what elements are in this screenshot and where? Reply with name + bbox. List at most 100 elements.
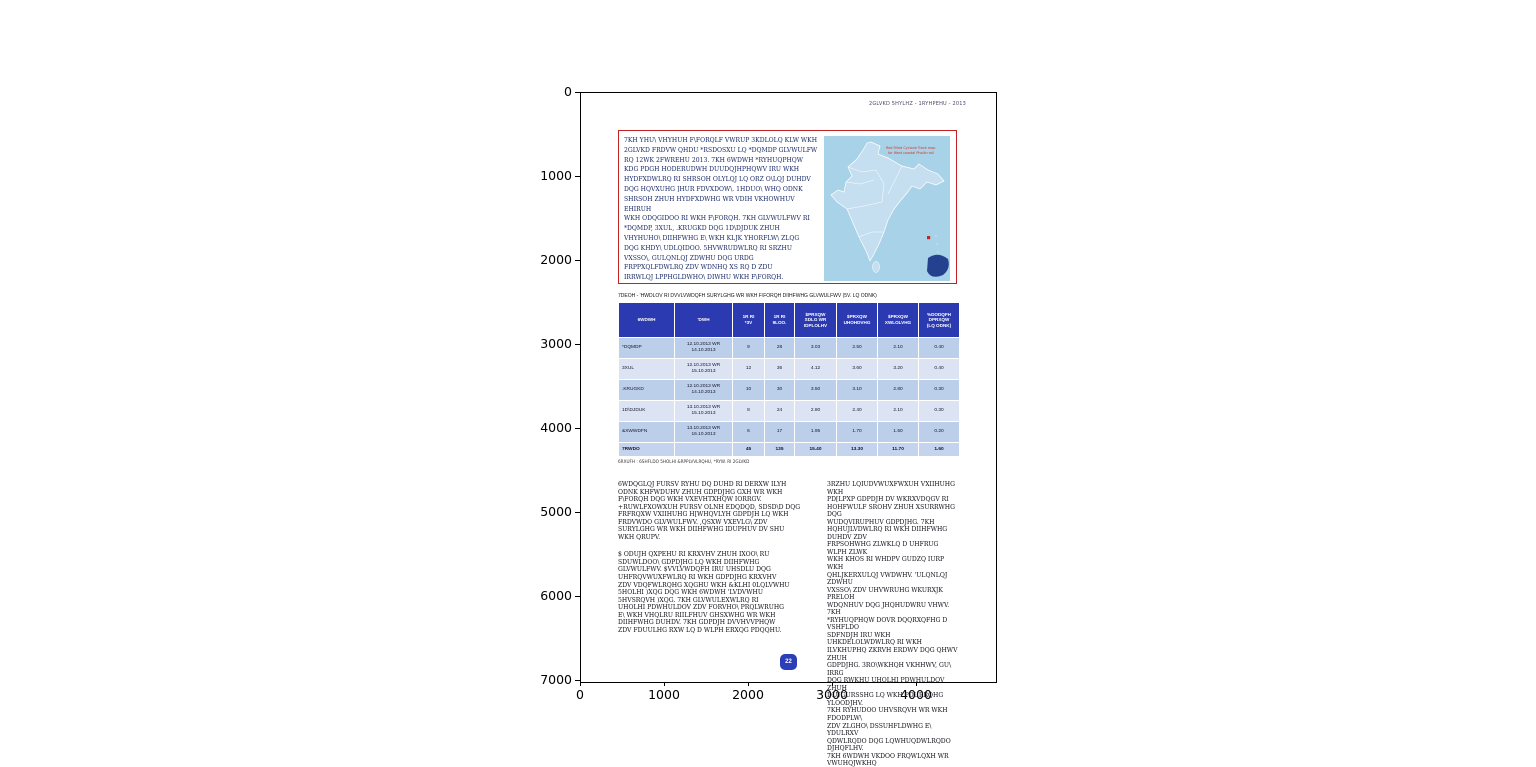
cell: 24 [764, 400, 795, 422]
table-row: 1D\DJDUK 13.10.2013 WR 15.10.2013 8 24 2… [618, 400, 960, 422]
table-row: 3XUL 12.10.2013 WR 15.10.2013 12 36 4.12… [618, 358, 960, 380]
cell: 1.60 [918, 442, 960, 457]
page-number: 22 [785, 659, 792, 665]
cell: 3.03 [794, 337, 837, 359]
cell: 2.40 [836, 400, 878, 422]
cell: 9 [732, 337, 765, 359]
x-tick-label: 2000 [732, 687, 764, 702]
cell: 1.50 [877, 421, 919, 443]
y-tick-mark [575, 344, 580, 345]
cell: 0.30 [918, 400, 960, 422]
table-row: &XWWDFN 13.10.2013 WR 16.10.2013 6 17 1.… [618, 421, 960, 443]
cell: 3.10 [836, 379, 878, 401]
cell: 12.10.2013 WR 14.10.2013 [674, 379, 733, 401]
x-tick-mark [832, 681, 833, 686]
table-row: .KRUGKD 12.10.2013 WR 14.10.2013 10 30 3… [618, 379, 960, 401]
y-tick-label: 5000 [540, 504, 572, 519]
table-row: *DQMDP 12.10.2013 WR 14.10.2013 9 28 3.0… [618, 337, 960, 359]
y-tick-label: 1000 [540, 168, 572, 183]
andaman-island [936, 243, 938, 245]
x-tick-mark [664, 681, 665, 686]
x-tick-mark [916, 681, 917, 686]
intro-box: 7KH YHU\ VHYHUH F\FORQLF VWRUP 3KDLOLQ K… [618, 130, 957, 284]
paragraph-spacer [618, 541, 819, 551]
x-tick-label: 4000 [900, 687, 932, 702]
body-right-column: 3RZHU LQIUDVWUXFWXUH VXIIHUHG WKH PD[LPX… [827, 481, 959, 767]
cell: &XWWDFN [618, 421, 675, 443]
table-header-row: 6WDWH 'DWH 1R RI *3V 1R RI 9LOO. $PRXQW … [618, 302, 960, 338]
cell: 6 [732, 421, 765, 443]
body-text-columns: 6WDQGLQJ FURSV RYHU DQ DUHD RI DERXW ILY… [618, 481, 959, 767]
map-annotation-line2: for West coastal Phailin roll [888, 151, 934, 155]
cell: 1D\DJDUK [618, 400, 675, 422]
cell: 17 [764, 421, 795, 443]
x-tick-label: 3000 [816, 687, 848, 702]
cell: 13.10.2013 WR 15.10.2013 [674, 400, 733, 422]
cell: 11.70 [877, 442, 919, 457]
cell: .KRUGKD [618, 379, 675, 401]
sri-lanka [872, 261, 880, 273]
cell: 3.60 [836, 358, 878, 380]
cell: 3XUL [618, 358, 675, 380]
cell: *DQMDP [618, 337, 675, 359]
x-tick-label: 0 [576, 687, 584, 702]
body-left-column: 6WDQGLQJ FURSV RYHU DQ DUHD RI DERXW ILY… [618, 481, 819, 767]
x-tick-label: 1000 [648, 687, 680, 702]
y-tick-mark [575, 428, 580, 429]
col-header: %DODQFH DPRXQW (LQ ODNK) [918, 302, 960, 338]
map-annotation-line1: Red Filled Cyclone Track map [886, 146, 935, 150]
y-tick-mark [575, 596, 580, 597]
cell: 45 [732, 442, 765, 457]
y-tick-label: 2000 [540, 252, 572, 267]
body-paragraph: 3RZHU LQIUDVWUXFWXUH VXIIHUHG WKH PD[LPX… [827, 481, 958, 767]
table-total-row: 7RWDO 45 135 15.40 13.30 11.70 1.60 [618, 442, 960, 457]
y-tick-label: 3000 [540, 336, 572, 351]
cell [674, 442, 733, 457]
cell: 0.20 [918, 421, 960, 443]
state-borders [845, 165, 903, 238]
cyclone-landfall-marker [927, 236, 931, 240]
body-paragraph: 6WDQGLQJ FURSV RYHU DQ DUHD RI DERXW ILY… [618, 481, 801, 541]
y-tick-mark [575, 176, 580, 177]
cell: 10 [732, 379, 765, 401]
cell: 13.30 [836, 442, 878, 457]
cell: 15.40 [794, 442, 837, 457]
plot-axes: 2GLVKD 5HYLHZ - 1RYHPEHU - 2013 7KH YHU\… [580, 92, 997, 767]
cell: 4.12 [794, 358, 837, 380]
table-source-note: 6RXUFH : 6SHFLDO 5HOLHI &RPPLVVLRQHU, *R… [618, 459, 750, 464]
y-tick-mark [575, 92, 580, 93]
cell: 1.95 [794, 421, 837, 443]
intro-paragraph: 7KH YHU\ VHYHUH F\FORQLF VWRUP 3KDLOLQ K… [624, 137, 818, 282]
india-map-svg: Red Filled Cyclone Track map for West co… [824, 136, 950, 281]
page-header-text: 2GLVKD 5HYLHZ - 1RYHPEHU - 2013 [868, 101, 966, 107]
cell: 36 [764, 358, 795, 380]
col-header: 'DWH [674, 302, 733, 338]
table-caption: 7DEOH - 'HWDLOV RI DVVLVWDQFH SURYLGHG W… [618, 293, 877, 299]
cell: 2.10 [877, 337, 919, 359]
cell: 28 [764, 337, 795, 359]
india-map: Red Filled Cyclone Track map for West co… [824, 136, 950, 281]
cell: 0.40 [918, 337, 960, 359]
x-tick-mark [580, 681, 581, 686]
cell: 2.50 [836, 337, 878, 359]
map-legend-blob [927, 254, 949, 277]
y-tick-label: 7000 [540, 672, 572, 687]
cell: 3.20 [877, 358, 919, 380]
col-header: 1R RI *3V [732, 302, 765, 338]
cell: 1.70 [836, 421, 878, 443]
cell: 7RWDO [618, 442, 675, 457]
cell: 12.10.2013 WR 15.10.2013 [674, 358, 733, 380]
cell: 0.30 [918, 379, 960, 401]
y-tick-label: 6000 [540, 588, 572, 603]
body-paragraph: $ ODUJH QXPEHU RI KRXVHV ZHUH IXOO\ RU S… [618, 551, 790, 634]
cell: 30 [764, 379, 795, 401]
col-header: 1R RI 9LOO. [764, 302, 795, 338]
col-header: $PRXQW XWLOLVHG [877, 302, 919, 338]
y-tick-mark [575, 260, 580, 261]
andaman-island [937, 251, 939, 253]
cell: 12 [732, 358, 765, 380]
cell: 12.10.2013 WR 14.10.2013 [674, 337, 733, 359]
col-header: $PRXQW UHOHDVHG [836, 302, 878, 338]
cell: 8 [732, 400, 765, 422]
